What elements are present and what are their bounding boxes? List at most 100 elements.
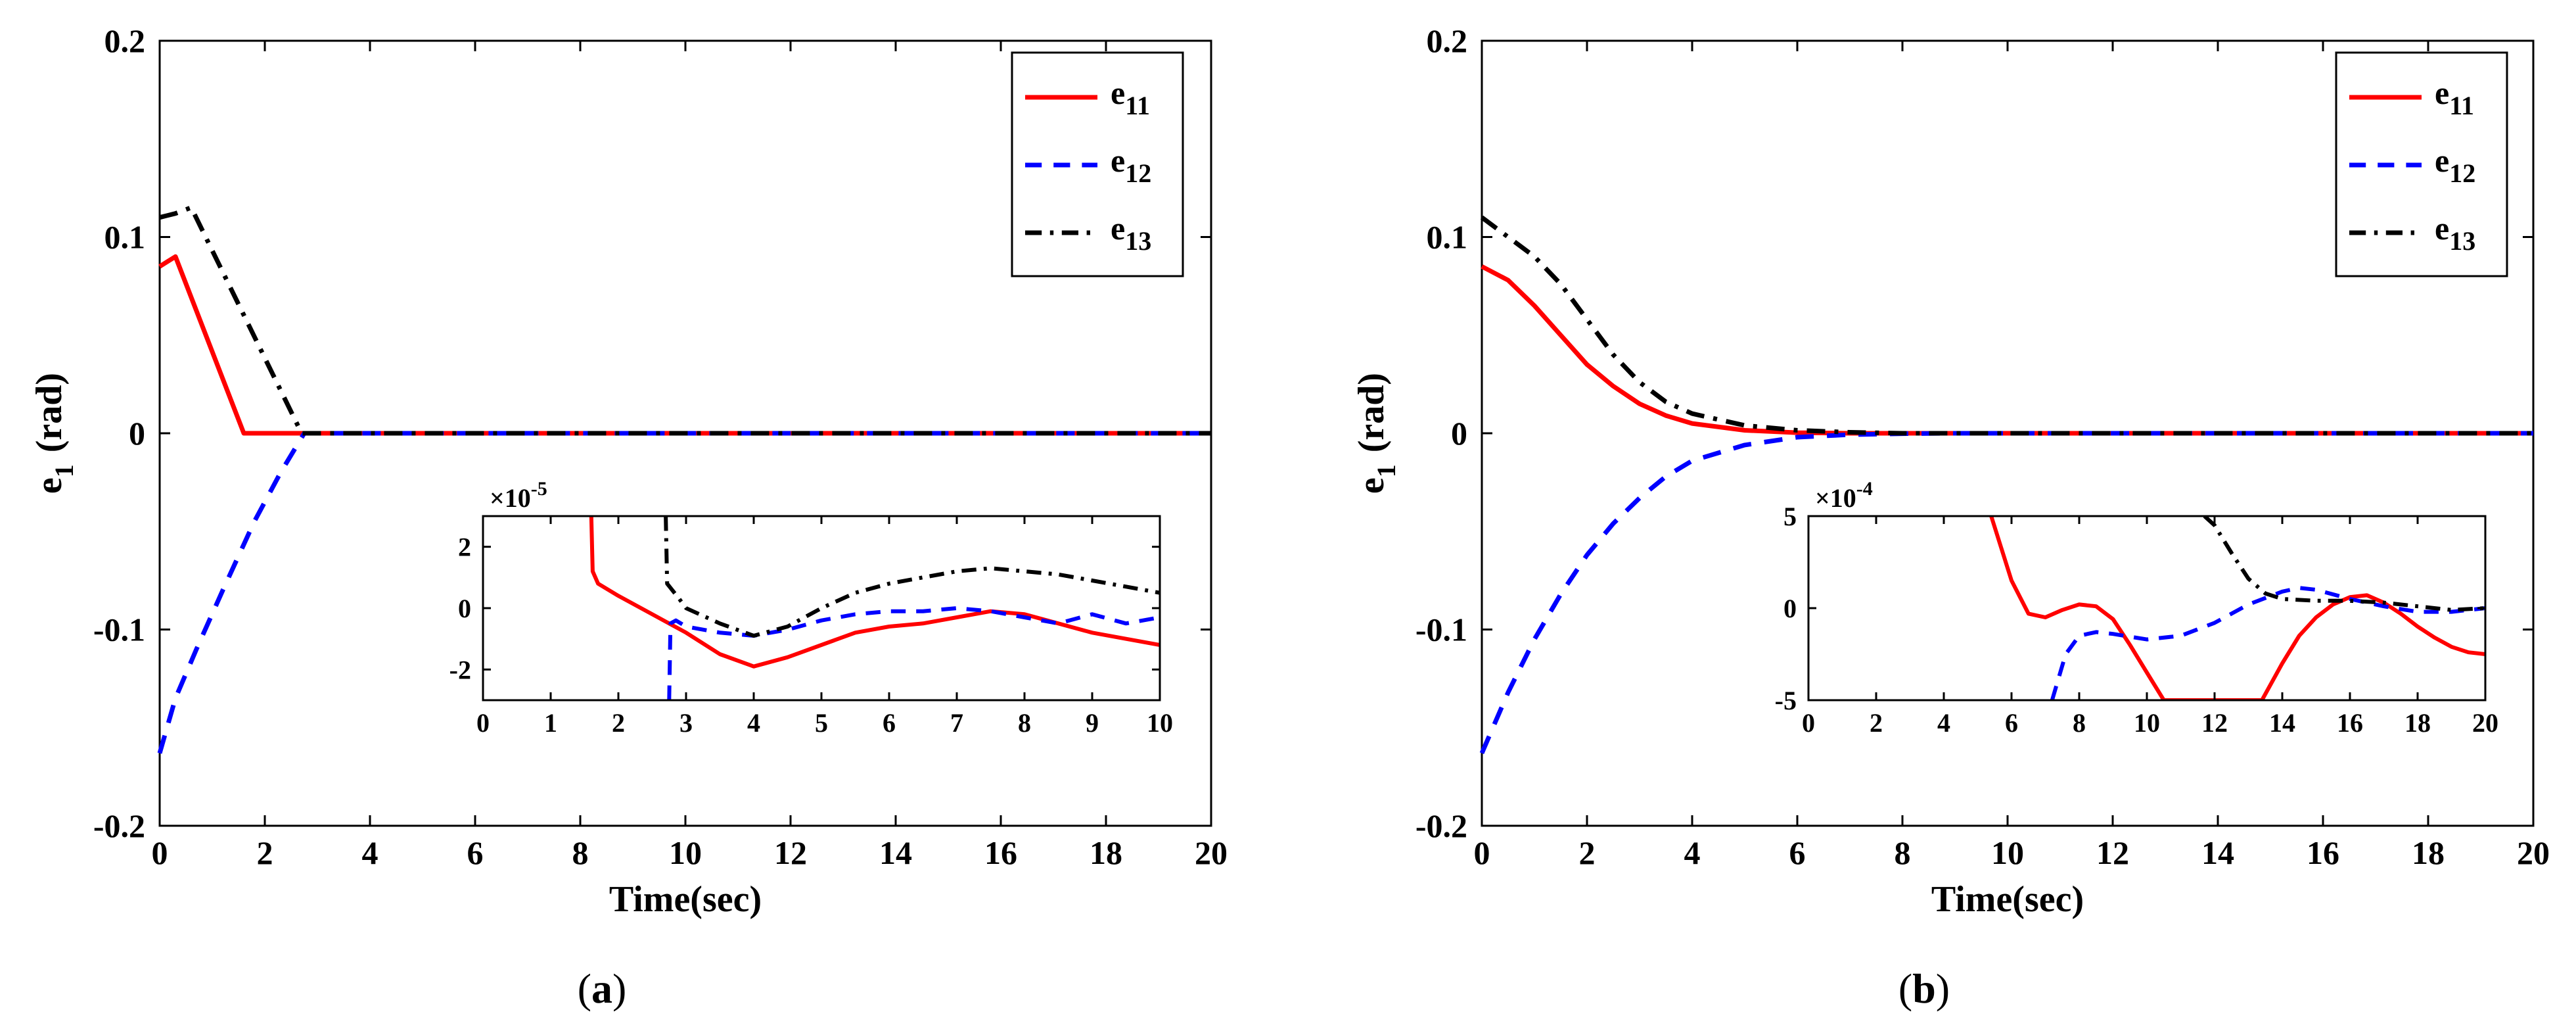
y-label-symbol: e [29, 477, 70, 494]
legend-subscript: 11 [2449, 91, 2474, 120]
caption-open: ( [578, 965, 591, 1012]
x-tick-label: 20 [2517, 834, 2550, 871]
x-tick-label: 8 [572, 834, 589, 871]
inset-line-e13 [2203, 516, 2485, 612]
legend-subscript: 13 [2449, 226, 2475, 256]
x-tick-label: 14 [879, 834, 912, 871]
inset-x-tick-label: 5 [815, 708, 828, 738]
x-tick-label: 16 [2307, 834, 2339, 871]
legend-label-e12: e12 [1111, 142, 1151, 188]
inset-line-e11 [1989, 516, 2485, 700]
inset-line-e13 [664, 516, 1160, 638]
y-label-symbol: e [1351, 477, 1392, 494]
inset-x-tick-label: 0 [476, 708, 490, 738]
inset-y-tick-label: 0 [1783, 594, 1797, 623]
y-axis-label: e1 (rad) [1351, 373, 1401, 494]
x-tick-label: 10 [669, 834, 702, 871]
series-line-e13 [159, 205, 1211, 436]
y-tick-label: 0.2 [104, 22, 146, 59]
inset-x-tick-label: 12 [2201, 708, 2228, 738]
x-tick-label: 12 [774, 834, 807, 871]
inset-x-tick-label: 7 [950, 708, 963, 738]
x-tick-label: 2 [257, 834, 273, 871]
x-tick-label: 6 [1789, 834, 1806, 871]
figure-caption: (a) [578, 965, 627, 1012]
x-tick-label: 0 [1474, 834, 1490, 871]
inset-y-tick-label: 2 [458, 533, 471, 562]
y-tick-label: -0.2 [1415, 807, 1467, 844]
x-tick-label: 18 [1090, 834, 1122, 871]
inset-x-tick-label: 6 [883, 708, 896, 738]
x-tick-label: 0 [152, 834, 168, 871]
y-label-unit: (rad) [1351, 373, 1392, 452]
inset-y-tick-label: 0 [458, 594, 471, 623]
inset-background [483, 516, 1160, 700]
chart-panel-a: 0 2 4 6 8 10 12 14 16 18 20-0.2-0.100.10.2Time(sec… [29, 22, 1228, 1012]
legend-subscript: 11 [1125, 91, 1150, 120]
inset-exponent: ×10-4 [1815, 478, 1873, 513]
y-tick-label: -0.1 [1415, 611, 1467, 648]
x-tick-label: 12 [2096, 834, 2129, 871]
x-tick-label: 20 [1195, 834, 1228, 871]
inset-exponent-base: ×10 [1815, 483, 1856, 513]
inset-exponent-power: -4 [1856, 478, 1873, 500]
legend-symbol: e [2435, 210, 2449, 247]
inset-x-tick-label: 4 [747, 708, 760, 738]
inset-x-tick-label: 8 [1018, 708, 1031, 738]
inset-y-tick-label: -2 [449, 655, 471, 684]
caption-letter: a [591, 965, 612, 1012]
series-line-e13 [1480, 215, 2533, 436]
inset-x-tick-label: 18 [2404, 708, 2431, 738]
caption-close: ) [1936, 965, 1950, 1012]
inset-x-tick-label: 1 [544, 708, 557, 738]
inset-x-tick-label: 4 [1937, 708, 1950, 738]
x-axis-label: Time(sec) [609, 879, 762, 920]
inset-x-tick-label: 9 [1086, 708, 1099, 738]
y-label-subscript: 1 [49, 464, 79, 477]
y-axis-label: e1 (rad) [29, 373, 79, 494]
inset-x-tick-label: 10 [1147, 708, 1173, 738]
x-tick-label: 14 [2201, 834, 2234, 871]
legend-symbol: e [2435, 142, 2449, 179]
inset-x-tick-label: 0 [1802, 708, 1815, 738]
chart-panel-b: 0 2 4 6 8 10 12 14 16 18 20-0.2-0.100.10.2Time(sec… [1351, 22, 2550, 1012]
inset-x-tick-label: 20 [2472, 708, 2498, 738]
x-tick-label: 10 [1991, 834, 2024, 871]
y-tick-label: 0.1 [104, 219, 146, 256]
y-label-subscript: 1 [1371, 464, 1401, 477]
inset-x-tick-label: 2 [612, 708, 625, 738]
legend-symbol: e [1111, 142, 1125, 179]
legend-symbol: e [2435, 74, 2449, 111]
legend-symbol: e [1111, 74, 1125, 111]
legend-symbol: e [1111, 210, 1125, 247]
inset-series [1989, 516, 2485, 700]
inset-plot: 0 2 4 6 8 10 12 14 16 18 20-505×10-4 [1775, 478, 2498, 738]
y-tick-label: 0.2 [1427, 22, 1468, 59]
x-tick-label: 18 [2412, 834, 2445, 871]
inset-exponent-power: -5 [531, 478, 547, 500]
x-tick-label: 4 [1684, 834, 1701, 871]
y-tick-label: -0.1 [93, 611, 145, 648]
x-tick-label: 16 [984, 834, 1017, 871]
inset-x-tick-label: 8 [2073, 708, 2086, 738]
y-tick-label: -0.2 [93, 807, 145, 844]
legend-subscript: 13 [1125, 226, 1151, 256]
inset-exponent-base: ×10 [490, 483, 531, 513]
inset-x-tick-label: 2 [1870, 708, 1883, 738]
caption-letter: b [1912, 965, 1936, 1012]
series-line-e11 [158, 254, 1211, 436]
inset-x-tick-label: 6 [2005, 708, 2018, 738]
inset-x-tick-label: 3 [679, 708, 693, 738]
inset-series [589, 516, 1160, 700]
inset-x-tick-label: 14 [2269, 708, 2295, 738]
inset-y-tick-label: 5 [1783, 502, 1797, 531]
y-label-unit: (rad) [29, 373, 70, 452]
inset-x-tick-label: 10 [2134, 708, 2160, 738]
inset-plot: 0 1 2 3 4 5 6 7 8 9 10-202×10-5 [449, 478, 1173, 738]
inset-exponent: ×10-5 [490, 478, 547, 513]
legend-label-e13: e13 [1111, 210, 1151, 256]
series-line-e12 [157, 431, 1211, 754]
caption-open: ( [1898, 965, 1912, 1012]
